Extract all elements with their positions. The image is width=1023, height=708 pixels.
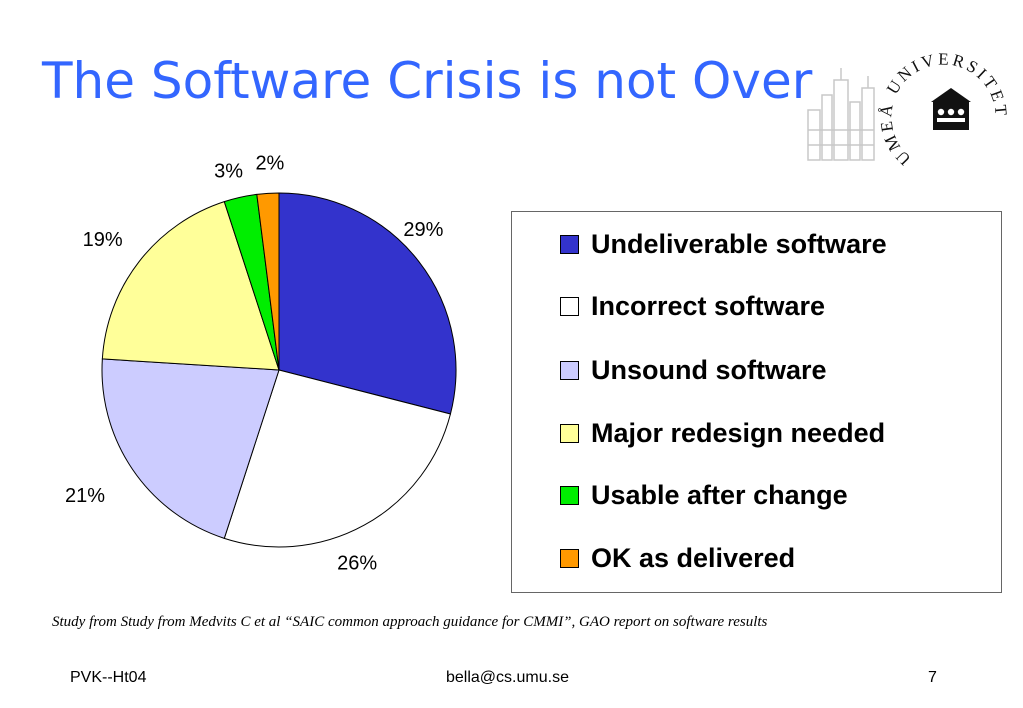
pie-data-label-unsound: 21%: [65, 485, 105, 507]
legend-label: Major redesign needed: [591, 417, 886, 448]
legend-swatch: [560, 296, 579, 316]
umea-university-logo: UMEÅ UNIVERSITET: [807, 50, 1008, 169]
legend-item-major-redesign: Major redesign needed: [560, 418, 885, 448]
legend-swatch: [560, 548, 579, 568]
pie-slice-undeliverable: [278, 192, 457, 415]
pie-data-label-undeliverable: 29%: [403, 219, 443, 241]
pie-slice-ok-as-delivered: [256, 192, 280, 371]
slide-title: The Software Crisis is not Over: [42, 52, 813, 110]
legend-label: OK as delivered: [591, 542, 796, 573]
pie-slice-major-redesign: [101, 201, 280, 371]
legend-label: Usable after change: [591, 479, 848, 510]
legend-item-incorrect: Incorrect software: [560, 291, 825, 321]
legend-label: Incorrect software: [591, 290, 826, 321]
legend-swatch: [560, 234, 579, 254]
pie-slice-incorrect: [223, 369, 452, 548]
legend-label: Undeliverable software: [591, 228, 887, 259]
pie-data-label-incorrect: 26%: [337, 553, 377, 575]
legend-item-ok-as-delivered: OK as delivered: [560, 543, 795, 573]
legend-item-undeliverable: Undeliverable software: [560, 229, 887, 259]
footer-course-code: PVK--Ht04: [70, 669, 147, 686]
legend-item-usable-after-change: Usable after change: [560, 480, 848, 510]
footer-email: bella@cs.umu.se: [446, 669, 569, 686]
chart-legend: Undeliverable software Incorrect softwar…: [511, 211, 1002, 593]
legend-swatch: [560, 423, 579, 443]
logo-house-icon: [931, 88, 971, 130]
study-citation: Study from Study from Medvits C et al “S…: [52, 614, 768, 630]
pie-data-label-ok-as-delivered: 2%: [255, 153, 284, 175]
legend-item-unsound: Unsound software: [560, 355, 827, 385]
legend-label: Unsound software: [591, 354, 827, 385]
footer-page-number: 7: [928, 669, 937, 686]
pie-data-label-major-redesign: 19%: [83, 229, 123, 251]
pie-data-label-usable-after-change: 3%: [214, 160, 243, 182]
legend-swatch: [560, 485, 579, 505]
legend-swatch: [560, 360, 579, 380]
city-skyline-watermark: [807, 68, 875, 161]
pie-slice-unsound: [101, 358, 280, 539]
